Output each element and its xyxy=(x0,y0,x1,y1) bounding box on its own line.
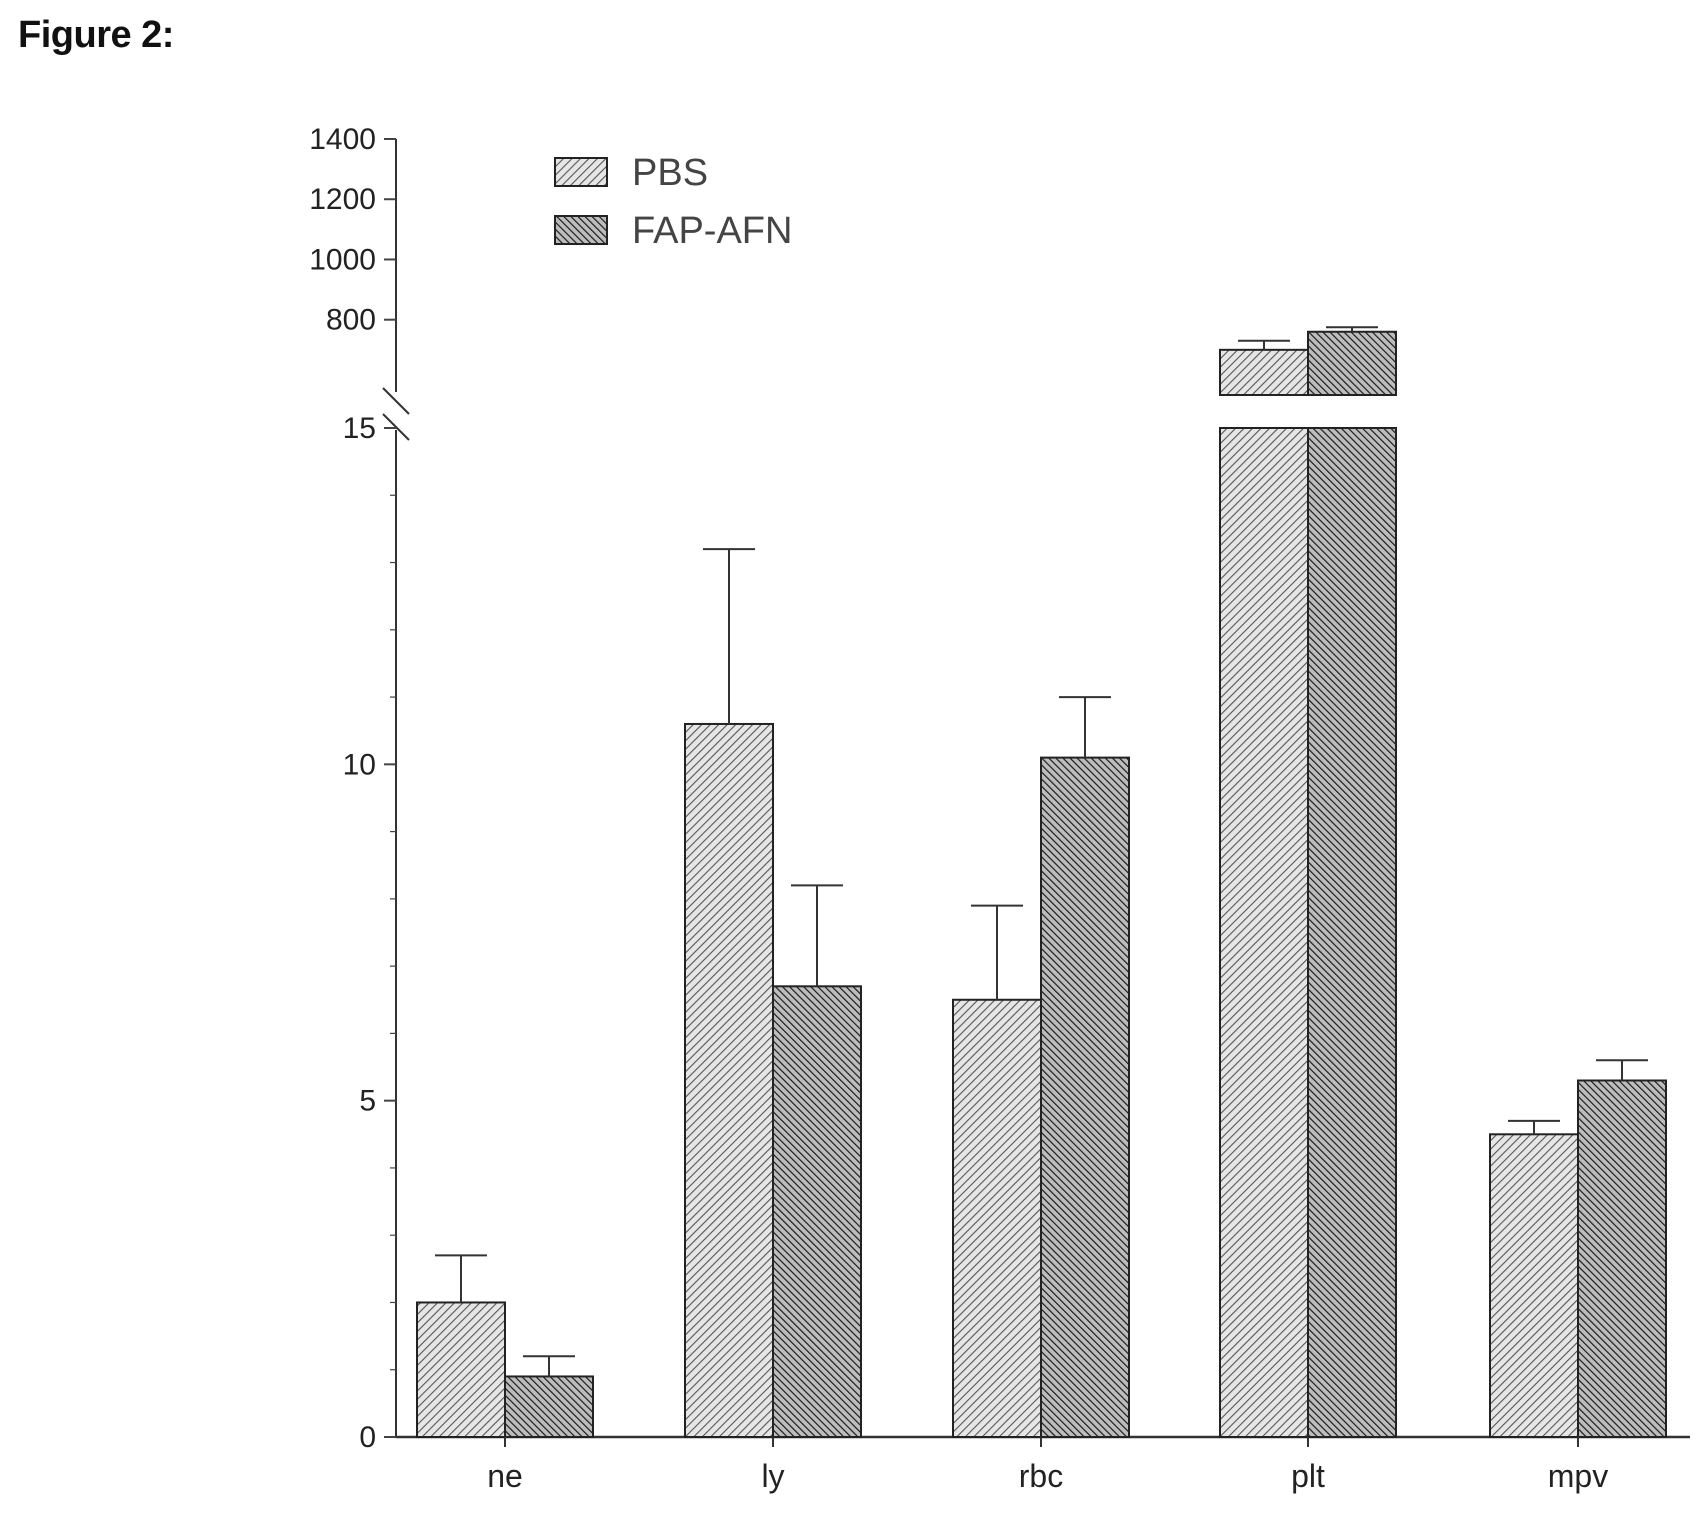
x-tick-label-mpv: mpv xyxy=(1548,1458,1608,1494)
bar-pbs-ly xyxy=(684,722,774,1438)
bar-pbs-plt-lower xyxy=(1219,427,1309,1438)
y-tick-label: 0 xyxy=(359,1421,376,1454)
chart-legend: PBS FAP-AFN xyxy=(554,152,792,252)
bar-fap-afn-mpv xyxy=(1577,1079,1667,1439)
bar-pbs-mpv xyxy=(1489,1133,1579,1439)
y-tick-label: 1200 xyxy=(309,183,376,216)
y-tick-label: 800 xyxy=(326,304,376,337)
y-tick-label: 1000 xyxy=(309,243,376,276)
bar-fap-afn-rbc xyxy=(1040,756,1130,1438)
x-tick-label-rbc: rbc xyxy=(1019,1458,1063,1494)
axis-break-mark xyxy=(382,387,410,415)
legend-swatch-fap-afn xyxy=(554,215,608,245)
legend-label-fap-afn: FAP-AFN xyxy=(632,210,792,252)
bar-fap-afn-ly xyxy=(772,985,862,1439)
legend-swatch-pbs xyxy=(554,157,608,187)
figure-label: Figure 2: xyxy=(18,14,174,56)
chart-bars xyxy=(416,326,1667,1439)
bar-fap-afn-ne xyxy=(504,1375,594,1438)
category-labels: ne ly rbc plt mpv xyxy=(487,1437,1608,1494)
x-tick-label-plt: plt xyxy=(1291,1458,1325,1494)
y-tick-label: 1400 xyxy=(309,123,376,156)
bar-fap-afn-plt-upper xyxy=(1307,330,1397,396)
bar-fap-afn-plt-lower xyxy=(1307,427,1397,1438)
bar-pbs-plt-upper xyxy=(1219,348,1309,396)
y-tick-label: 5 xyxy=(359,1085,376,1118)
x-tick-label-ly: ly xyxy=(761,1458,784,1494)
bar-pbs-rbc xyxy=(952,998,1042,1438)
legend-label-pbs: PBS xyxy=(632,152,708,194)
y-tick-label: 15 xyxy=(343,412,376,445)
bar-pbs-ne xyxy=(416,1301,506,1439)
y-tick-label: 10 xyxy=(343,748,376,781)
x-tick-label-ne: ne xyxy=(487,1458,523,1494)
chart-axes: 0 5 10 15 800 1000 1200 1400 xyxy=(309,123,1690,1454)
